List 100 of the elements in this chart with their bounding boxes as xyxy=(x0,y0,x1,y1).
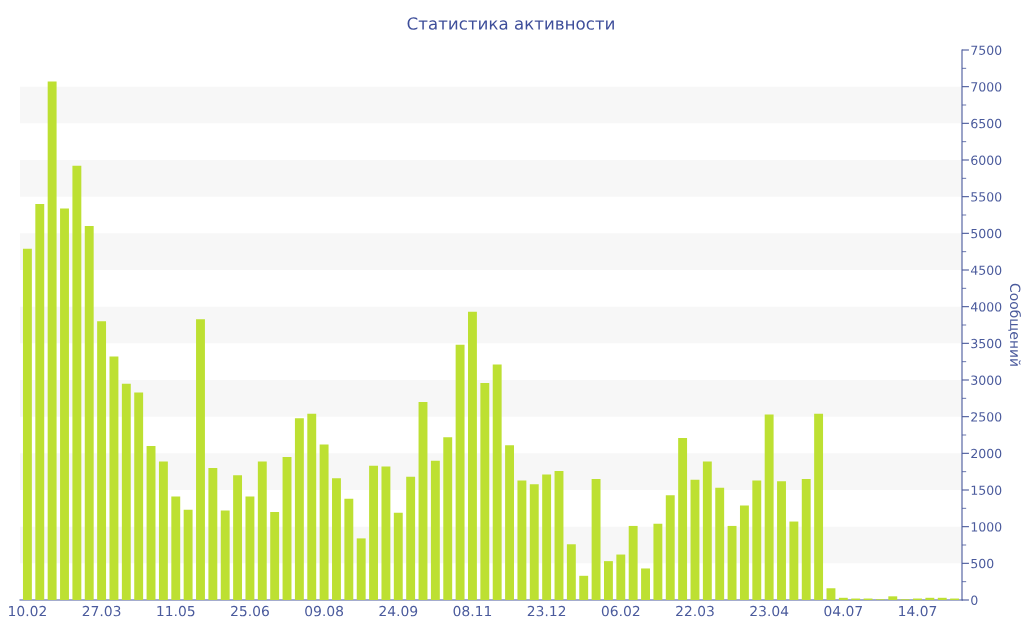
bar xyxy=(393,512,403,600)
bar xyxy=(282,457,292,600)
bar xyxy=(727,525,737,600)
bar xyxy=(826,588,836,600)
bar xyxy=(294,418,304,600)
x-tick-label: 10.02 xyxy=(9,605,46,617)
y-tick-label: 5000 xyxy=(971,228,1002,239)
bar xyxy=(97,321,107,600)
bar xyxy=(505,445,514,600)
x-tick-label: 11.05 xyxy=(157,605,195,617)
x-tick-label: 25.06 xyxy=(231,605,269,617)
bar xyxy=(430,460,440,600)
bar xyxy=(888,596,898,600)
x-tick-label: 22.03 xyxy=(676,605,714,617)
y-tick-label: 7500 xyxy=(971,45,1002,55)
bar xyxy=(752,480,762,600)
bar xyxy=(245,496,255,600)
bar xyxy=(838,597,848,600)
bar xyxy=(492,364,502,600)
y-tick-label: 2500 xyxy=(971,412,1002,422)
y-tick-label: 3000 xyxy=(971,375,1002,385)
bar xyxy=(678,437,688,600)
bar xyxy=(22,248,32,600)
bar xyxy=(777,481,786,600)
bar xyxy=(146,446,156,600)
bar xyxy=(47,81,57,600)
bar xyxy=(332,478,341,600)
x-tick-label: 08.11 xyxy=(453,605,492,617)
y-tick-label: 500 xyxy=(971,558,994,569)
y-tick-label: 4500 xyxy=(970,265,1002,275)
bar xyxy=(381,466,391,600)
bar xyxy=(653,523,663,600)
x-tick-label: 23.04 xyxy=(750,605,789,617)
bar xyxy=(455,344,465,600)
bar xyxy=(542,474,552,600)
bar xyxy=(307,413,317,600)
bar xyxy=(468,311,477,600)
y-tick-label: 6500 xyxy=(971,118,1002,129)
x-tick-label: 04.07 xyxy=(824,605,863,617)
bar xyxy=(220,510,230,600)
y-tick-label: 5500 xyxy=(971,192,1002,202)
y-tick-label: 0 xyxy=(971,595,978,605)
x-tick-label: 24.09 xyxy=(379,605,418,617)
x-tick-label: 27.03 xyxy=(82,605,121,617)
bar xyxy=(814,413,824,600)
y-axis-title: Сообщений xyxy=(1008,283,1021,366)
bar xyxy=(369,465,379,600)
bar xyxy=(789,521,799,600)
bar xyxy=(171,496,181,600)
bar xyxy=(937,597,947,600)
y-tick-label: 6000 xyxy=(971,155,1002,165)
bar xyxy=(616,554,626,600)
bar xyxy=(665,495,675,600)
bar xyxy=(529,484,539,600)
x-tick-label: 23.12 xyxy=(527,605,566,617)
y-tick-label: 1500 xyxy=(971,485,1002,495)
x-tick-label: 14.07 xyxy=(899,605,937,617)
y-tick-label: 7000 xyxy=(971,82,1002,92)
bar xyxy=(566,544,576,600)
bar xyxy=(579,575,589,600)
bar xyxy=(356,538,366,600)
bar xyxy=(35,204,45,600)
bar xyxy=(196,319,205,600)
bar xyxy=(480,382,490,600)
chart-title: Статистика активности xyxy=(407,17,614,30)
x-tick-label: 09.08 xyxy=(305,605,344,617)
bar xyxy=(344,498,354,600)
bar xyxy=(628,525,638,600)
bar xyxy=(121,383,131,600)
bar xyxy=(517,480,527,600)
bar xyxy=(270,512,280,600)
bar xyxy=(257,461,267,600)
bar xyxy=(109,356,119,600)
y-tick-label: 2000 xyxy=(971,448,1002,459)
y-tick-label: 1000 xyxy=(971,522,1002,532)
bar xyxy=(84,226,94,600)
bar xyxy=(702,461,712,600)
bar xyxy=(764,414,774,600)
bar xyxy=(603,561,613,600)
bar xyxy=(925,597,935,600)
bar xyxy=(183,509,193,600)
bar xyxy=(208,468,218,600)
bar xyxy=(406,476,416,600)
bar xyxy=(690,479,700,600)
bar xyxy=(60,208,69,600)
x-tick-label: 06.02 xyxy=(601,605,640,617)
bar xyxy=(554,470,564,600)
bar xyxy=(443,437,453,600)
bar xyxy=(233,475,243,600)
bar xyxy=(591,479,601,600)
bar xyxy=(418,402,428,600)
bar xyxy=(641,568,650,600)
bar xyxy=(739,505,749,600)
bar xyxy=(134,392,144,600)
bar xyxy=(715,487,725,600)
bar xyxy=(801,479,811,600)
y-tick-label: 4000 xyxy=(970,302,1002,312)
bar xyxy=(319,444,329,600)
y-tick-label: 3500 xyxy=(971,338,1002,349)
bar xyxy=(158,461,168,600)
